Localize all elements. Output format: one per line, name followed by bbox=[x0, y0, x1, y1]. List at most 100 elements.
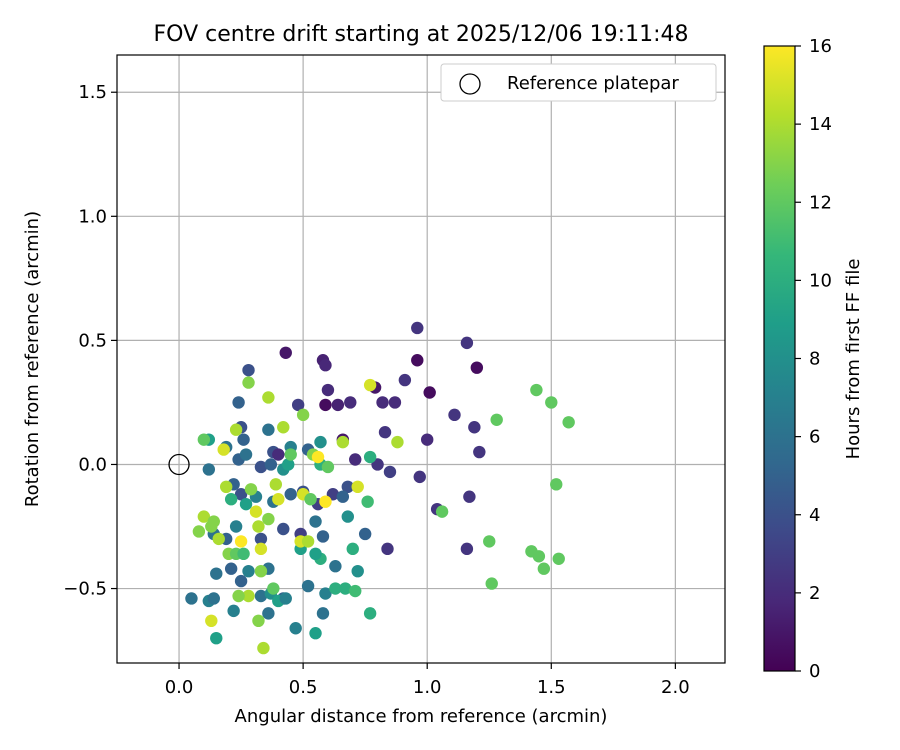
scatter-point bbox=[363, 378, 377, 392]
y-axis-ticks: −0.5 0.0 0.5 1.0 1.5 bbox=[63, 82, 117, 600]
scatter-point bbox=[264, 458, 278, 471]
scatter-point bbox=[391, 435, 404, 449]
scatter-point bbox=[234, 535, 248, 548]
scatter-point bbox=[272, 448, 285, 461]
scatter-point bbox=[229, 520, 243, 533]
scatter-point bbox=[311, 450, 325, 464]
scatter-point bbox=[262, 607, 275, 620]
y-tick-label: 1.5 bbox=[78, 82, 107, 103]
scatter-point bbox=[341, 480, 354, 494]
scatter-point bbox=[262, 391, 275, 404]
scatter-point bbox=[242, 376, 255, 389]
scatter-point bbox=[192, 525, 206, 538]
scatter-point bbox=[309, 515, 322, 528]
scatter-point bbox=[239, 497, 253, 511]
scatter-point bbox=[460, 542, 474, 556]
x-tick-label: 2.0 bbox=[661, 677, 690, 698]
scatter-point bbox=[234, 488, 248, 501]
scatter-point bbox=[423, 386, 436, 399]
scatter-point bbox=[470, 361, 484, 374]
scatter-point bbox=[229, 423, 243, 436]
scatter-point bbox=[205, 614, 218, 628]
scatter-point bbox=[411, 321, 424, 335]
scatter-point bbox=[545, 396, 558, 409]
scatter-point bbox=[197, 510, 211, 523]
scatter-point bbox=[232, 396, 245, 409]
scatter-point bbox=[331, 398, 345, 412]
scatter-point bbox=[279, 592, 292, 605]
scatter-point bbox=[552, 552, 565, 565]
scatter-point bbox=[217, 443, 230, 456]
scatter-point bbox=[254, 564, 268, 578]
scatter-point bbox=[254, 460, 268, 474]
scatter-point bbox=[254, 532, 268, 546]
scatter-point bbox=[210, 631, 223, 645]
x-tick-label: 1.5 bbox=[537, 677, 566, 698]
scatter-points bbox=[185, 321, 575, 655]
scatter-point bbox=[224, 562, 238, 575]
y-tick-label: 0.5 bbox=[78, 330, 107, 351]
scatter-point bbox=[254, 542, 268, 556]
colorbar-tick-label: 12 bbox=[809, 192, 832, 213]
x-tick-label: 0.5 bbox=[289, 677, 318, 698]
scatter-point bbox=[421, 433, 434, 446]
scatter-point bbox=[262, 423, 275, 436]
y-tick-label: 1.0 bbox=[78, 206, 107, 227]
scatter-point bbox=[304, 493, 317, 506]
scatter-point bbox=[309, 627, 322, 640]
scatter-point bbox=[237, 433, 250, 446]
scatter-point bbox=[490, 413, 503, 426]
chart-title: FOV centre drift starting at 2025/12/06 … bbox=[154, 22, 689, 47]
scatter-point bbox=[257, 641, 270, 655]
scatter-point bbox=[473, 445, 486, 459]
colorbar-tick-label: 4 bbox=[809, 505, 820, 526]
scatter-point bbox=[363, 607, 377, 620]
scatter-point bbox=[282, 458, 295, 471]
scatter-point bbox=[351, 480, 364, 494]
scatter-point bbox=[309, 547, 322, 561]
scatter-point bbox=[562, 416, 575, 429]
scatter-point bbox=[279, 346, 292, 359]
scatter-point bbox=[351, 564, 364, 578]
scatter-point bbox=[329, 582, 342, 595]
scatter-point bbox=[289, 622, 302, 635]
colorbar-tick-label: 10 bbox=[809, 270, 832, 291]
scatter-point bbox=[239, 448, 253, 461]
y-tick-label: −0.5 bbox=[63, 579, 107, 600]
scatter-point bbox=[277, 522, 290, 536]
scatter-point bbox=[341, 510, 354, 523]
scatter-point bbox=[301, 535, 315, 548]
scatter-point bbox=[277, 421, 290, 434]
scatter-point bbox=[301, 579, 315, 593]
scatter-point bbox=[254, 589, 268, 603]
scatter-point bbox=[378, 426, 392, 439]
scatter-point bbox=[319, 495, 332, 508]
scatter-point bbox=[319, 398, 332, 412]
colorbar-tick-label: 16 bbox=[809, 36, 832, 57]
scatter-point bbox=[435, 505, 449, 518]
scatter-point bbox=[398, 373, 412, 387]
colorbar-ticks: 0 2 4 6 8 10 12 14 16 bbox=[795, 36, 832, 682]
y-axis-label: Rotation from reference (arcmin) bbox=[22, 211, 43, 507]
scatter-point bbox=[197, 433, 211, 446]
scatter-point bbox=[219, 480, 233, 494]
scatter-point bbox=[267, 582, 280, 595]
legend-marker bbox=[459, 73, 481, 95]
scatter-point bbox=[252, 520, 265, 533]
scatter-point bbox=[383, 465, 397, 479]
colorbar-tick-label: 2 bbox=[809, 583, 820, 604]
scatter-point bbox=[244, 483, 258, 496]
scatter-point bbox=[314, 435, 327, 449]
scatter-point bbox=[532, 550, 546, 563]
legend: Reference platepar bbox=[440, 63, 717, 102]
scatter-point bbox=[242, 589, 255, 603]
scatter-point bbox=[296, 408, 310, 422]
colorbar bbox=[764, 46, 795, 671]
scatter-point bbox=[237, 547, 250, 561]
scatter-point bbox=[207, 592, 220, 605]
scatter-point bbox=[349, 453, 362, 466]
scatter-point bbox=[269, 478, 283, 491]
scatter-point bbox=[537, 562, 551, 575]
scatter-point bbox=[212, 532, 225, 546]
